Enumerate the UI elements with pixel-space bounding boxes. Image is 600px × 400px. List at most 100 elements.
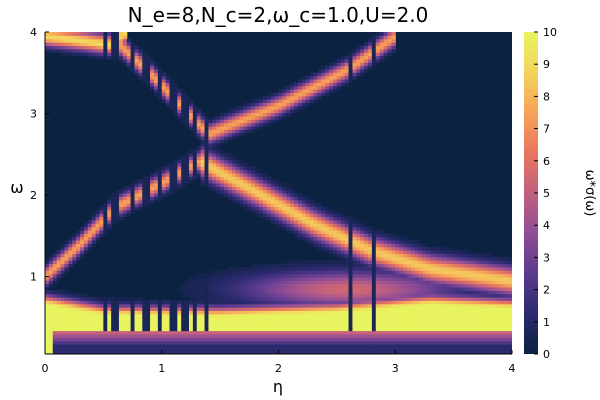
- heatmap-cell: [332, 350, 338, 354]
- heatmap-cell: [321, 75, 326, 80]
- x-tick-label: 3: [392, 362, 399, 375]
- heatmap-cell: [177, 307, 182, 311]
- heatmap-cell: [231, 320, 237, 325]
- heatmap-cell: [83, 347, 89, 352]
- heatmap-cell: [56, 270, 62, 275]
- heatmap-cell: [192, 350, 198, 354]
- heatmap-cell: [313, 330, 319, 335]
- heatmap-cell: [336, 216, 342, 221]
- heatmap-cell: [107, 52, 112, 57]
- heatmap-cell: [68, 35, 73, 40]
- heatmap-cell: [473, 343, 478, 348]
- heatmap-cell: [461, 270, 466, 275]
- heatmap-cell: [134, 310, 139, 315]
- heatmap-cell: [313, 216, 319, 221]
- heatmap-cell: [430, 347, 435, 352]
- heatmap-cell: [111, 199, 116, 204]
- heatmap-cell: [196, 327, 202, 332]
- heatmap-cell: [122, 38, 128, 43]
- heatmap-cell: [243, 283, 248, 288]
- heatmap-cell: [266, 280, 272, 285]
- heatmap-cell: [282, 330, 287, 335]
- heatmap-cell: [161, 317, 167, 322]
- heatmap-cell: [212, 350, 217, 354]
- heatmap-cell: [395, 337, 400, 342]
- heatmap-cell: [216, 166, 221, 171]
- heatmap-cell: [192, 313, 198, 318]
- heatmap-cell: [235, 313, 241, 318]
- heatmap-cell: [332, 263, 338, 268]
- heatmap-cell: [177, 313, 182, 318]
- heatmap-cell: [52, 350, 58, 354]
- heatmap-cell: [430, 290, 435, 295]
- heatmap-cell: [99, 38, 104, 43]
- heatmap-cell: [68, 296, 73, 301]
- heatmap-cell: [181, 182, 186, 187]
- heatmap-cell: [418, 273, 424, 278]
- heatmap-cell: [60, 290, 66, 295]
- heatmap-cell: [153, 330, 159, 335]
- heatmap-cell: [461, 263, 466, 268]
- heatmap-cell: [216, 122, 221, 127]
- heatmap-cell: [352, 226, 357, 231]
- heatmap-cell: [130, 317, 136, 322]
- heatmap-cell: [371, 229, 377, 234]
- heatmap-cell: [216, 276, 221, 281]
- heatmap-cell: [286, 109, 291, 114]
- heatmap-cell: [445, 337, 451, 342]
- heatmap-cell: [348, 223, 354, 228]
- heatmap-cell: [56, 253, 62, 258]
- heatmap-cell: [422, 300, 427, 305]
- heatmap-cell: [200, 307, 206, 311]
- x-tick-label: 1: [158, 362, 165, 375]
- heatmap-cell: [270, 193, 276, 197]
- heatmap-cell: [329, 286, 334, 291]
- heatmap-cell: [227, 290, 233, 295]
- heatmap-cell: [352, 350, 357, 354]
- heatmap-cell: [387, 276, 392, 281]
- heatmap-cell: [68, 250, 73, 254]
- heatmap-cell: [270, 293, 276, 298]
- heatmap-cell: [340, 310, 346, 315]
- heatmap-cell: [340, 256, 346, 261]
- heatmap-cell: [414, 280, 420, 285]
- heatmap-cell: [317, 273, 322, 278]
- heatmap-cell: [208, 330, 213, 335]
- heatmap-cell: [282, 307, 287, 311]
- heatmap-cell: [227, 125, 233, 130]
- heatmap-cell: [150, 199, 155, 204]
- heatmap-cell: [368, 323, 373, 328]
- heatmap-cell: [430, 330, 435, 335]
- heatmap-cell: [476, 347, 482, 352]
- heatmap-cell: [360, 45, 365, 50]
- heatmap-cell: [344, 350, 350, 354]
- heatmap-cell: [138, 327, 143, 332]
- heatmap-cell: [251, 266, 256, 271]
- heatmap-cell: [64, 35, 69, 40]
- heatmap-cell: [103, 203, 108, 208]
- heatmap-cell: [368, 239, 373, 244]
- heatmap-cell: [504, 256, 509, 261]
- heatmap-cell: [391, 350, 396, 354]
- heatmap-cell: [500, 340, 505, 345]
- heatmap-cell: [406, 243, 412, 248]
- heatmap-cell: [438, 340, 443, 345]
- heatmap-cell: [371, 42, 377, 47]
- heatmap-cell: [45, 290, 50, 295]
- heatmap-cell: [181, 156, 186, 161]
- heatmap-cell: [146, 62, 151, 67]
- heatmap-cell: [60, 303, 66, 308]
- heatmap-cell: [344, 330, 350, 335]
- heatmap-cell: [364, 250, 369, 254]
- heatmap-cell: [336, 307, 342, 311]
- heatmap-cell: [274, 307, 280, 311]
- heatmap-cell: [290, 206, 295, 211]
- heatmap-cell: [321, 310, 326, 315]
- heatmap-cell: [344, 246, 350, 251]
- heatmap-cell: [317, 276, 322, 281]
- heatmap-cell: [414, 273, 420, 278]
- heatmap-cell: [142, 193, 147, 197]
- heatmap-cell: [274, 343, 280, 348]
- heatmap-cell: [352, 307, 357, 311]
- heatmap-cell: [270, 283, 276, 288]
